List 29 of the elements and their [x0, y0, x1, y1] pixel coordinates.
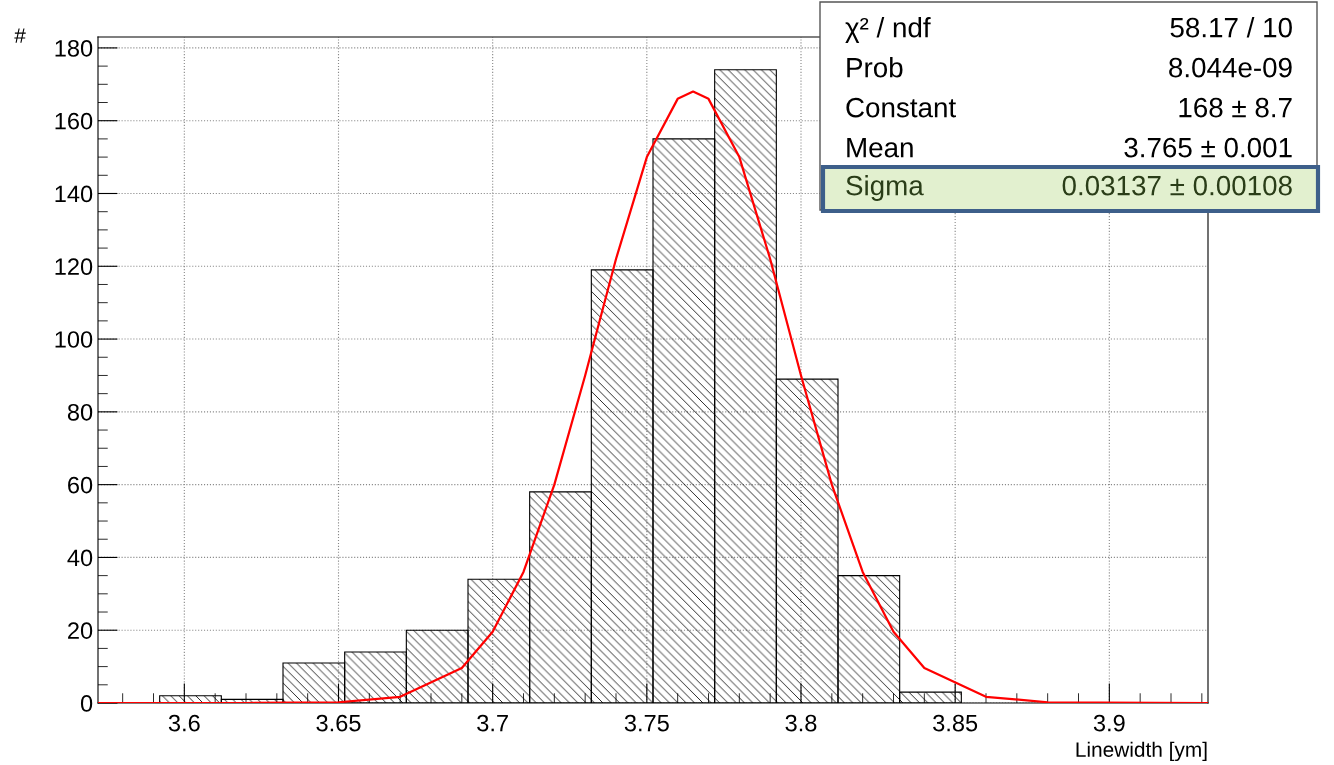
- y-tick-label: 100: [55, 331, 93, 348]
- x-tick-label: 3.7: [477, 714, 508, 732]
- annotation: 8.044e-09: [1169, 57, 1292, 78]
- x-tick-label: 3.85: [933, 714, 978, 732]
- annotation: χ² / ndf: [845, 17, 931, 43]
- x-tick-label: 3.6: [168, 714, 200, 732]
- annotation: Prob: [847, 57, 903, 78]
- y-tick-label: 180: [55, 39, 93, 57]
- annotation: Constant: [846, 97, 956, 118]
- y-tick-label: 20: [68, 622, 93, 639]
- y-tick-label: 40: [67, 549, 93, 567]
- x-tick-label: 3.65: [316, 714, 361, 732]
- x-axis-title: Linewidth [ym]: [1076, 741, 1207, 762]
- annotation: 0.03137 ± 0.00108: [1062, 175, 1292, 196]
- annotation: 168 ± 8.7: [1179, 97, 1292, 118]
- y-tick-label: 140: [55, 185, 93, 203]
- y-tick-label: 60: [68, 476, 93, 494]
- annotation: 58.17 / 10: [1170, 17, 1292, 38]
- x-tick-label: 3.8: [785, 714, 817, 732]
- annotation: Sigma: [846, 175, 924, 201]
- annotation: 3.765 ± 0.001: [1124, 137, 1292, 158]
- annotation: Mean: [847, 138, 913, 158]
- x-tick-label: 3.9: [1093, 714, 1125, 732]
- x-tick-label: 3.75: [624, 714, 669, 732]
- y-axis-title: #: [14, 28, 26, 43]
- y-tick-label: 160: [55, 112, 93, 130]
- y-tick-label: 0: [80, 695, 93, 712]
- y-tick-label: 120: [55, 258, 93, 276]
- y-tick-label: 80: [67, 403, 93, 421]
